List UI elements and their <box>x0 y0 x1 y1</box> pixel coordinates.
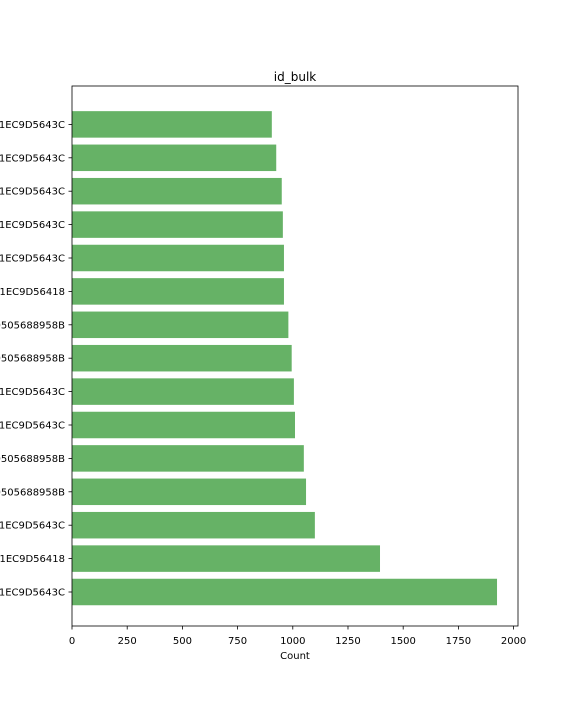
bar-0 <box>72 578 498 606</box>
bar-4 <box>72 445 304 472</box>
y-tick-label-6: 1EC9D5643C <box>0 387 65 398</box>
bar-5 <box>72 411 295 439</box>
x-tick-label-6: 1500 <box>390 636 415 647</box>
x-tick-label-2: 500 <box>173 636 192 647</box>
y-tick-label-10: 1EC9D5643C <box>0 254 65 265</box>
bar-8 <box>72 311 289 339</box>
x-axis-label: Count <box>280 651 310 662</box>
y-tick-label-4: 0505688958B <box>0 454 65 465</box>
y-tick-label-8: 0505688958B <box>0 320 65 331</box>
bar-11 <box>72 211 283 238</box>
bar-14 <box>72 111 272 138</box>
x-tick-label-4: 1000 <box>280 636 305 647</box>
y-tick-label-11: 1EC9D5643C <box>0 220 65 231</box>
x-tick-label-1: 250 <box>118 636 137 647</box>
x-tick-label-5: 1250 <box>335 636 360 647</box>
bar-10 <box>72 244 284 272</box>
y-tick-label-1: 1EC9D56418 <box>0 554 65 565</box>
y-tick-label-3: 0505688958B <box>0 487 65 498</box>
x-tick-label-3: 750 <box>228 636 247 647</box>
bar-13 <box>72 144 277 172</box>
bars-group <box>72 111 498 606</box>
y-tick-label-14: 1EC9D5643C <box>0 120 65 131</box>
x-ticks: 0 250 500 750 1000 1250 1500 1750 2000 <box>69 626 526 647</box>
bar-9 <box>72 278 284 305</box>
bar-2 <box>72 511 315 539</box>
y-tick-labels: 1EC9D5643C 1EC9D56418 1EC9D5643C 0505688958… <box>0 120 72 599</box>
y-tick-label-2: 1EC9D5643C <box>0 521 65 532</box>
x-tick-label-8: 2000 <box>501 636 526 647</box>
bar-1 <box>72 545 381 572</box>
plot-frame <box>71 85 519 627</box>
bar-6 <box>72 378 294 405</box>
x-tick-label-0: 0 <box>69 636 75 647</box>
chart-title: id_bulk <box>274 70 317 84</box>
y-tick-label-12: 1EC9D5643C <box>0 187 65 198</box>
y-tick-label-5: 1EC9D5643C <box>0 421 65 432</box>
y-tick-label-0: 1EC9D5643C <box>0 588 65 599</box>
bar-7 <box>72 344 292 372</box>
y-tick-label-13: 1EC9D5643C <box>0 153 65 164</box>
y-tick-label-9: 1EC9D56418 <box>0 287 65 298</box>
bar-3 <box>72 478 307 506</box>
x-tick-label-7: 1750 <box>446 636 471 647</box>
y-tick-label-7: 0505688958B <box>0 354 65 365</box>
bar-12 <box>72 177 282 205</box>
